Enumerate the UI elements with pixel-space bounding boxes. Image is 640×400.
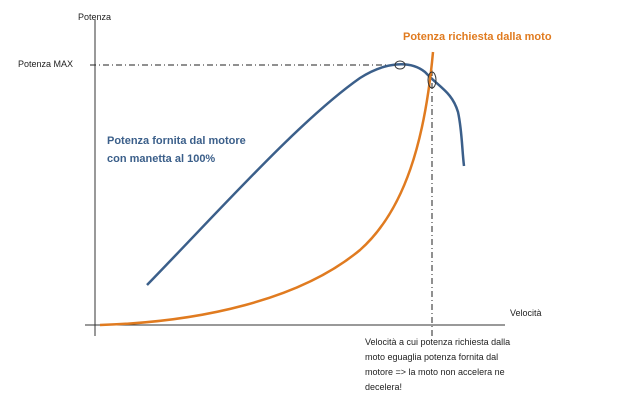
note-line: Velocità a cui potenza richiesta dalla (365, 337, 510, 347)
y-max-label: Potenza MAX (18, 59, 73, 69)
demand-curve (99, 51, 435, 327)
y-axis-label: Potenza (78, 12, 111, 22)
supply-label: con manetta al 100% (107, 153, 215, 165)
note-line: motore => la moto non accelera ne (365, 367, 505, 377)
max-marker (394, 60, 406, 70)
demand-label: Potenza richiesta dalla moto (403, 31, 552, 43)
note-line: decelera! (365, 382, 402, 392)
supply-label: Potenza fornita dal motore (107, 135, 246, 147)
supply-curve (146, 63, 466, 286)
note-line: moto eguaglia potenza fornita dal (365, 352, 498, 362)
intersection-marker (427, 71, 437, 89)
x-axis-label: Velocità (510, 308, 542, 318)
